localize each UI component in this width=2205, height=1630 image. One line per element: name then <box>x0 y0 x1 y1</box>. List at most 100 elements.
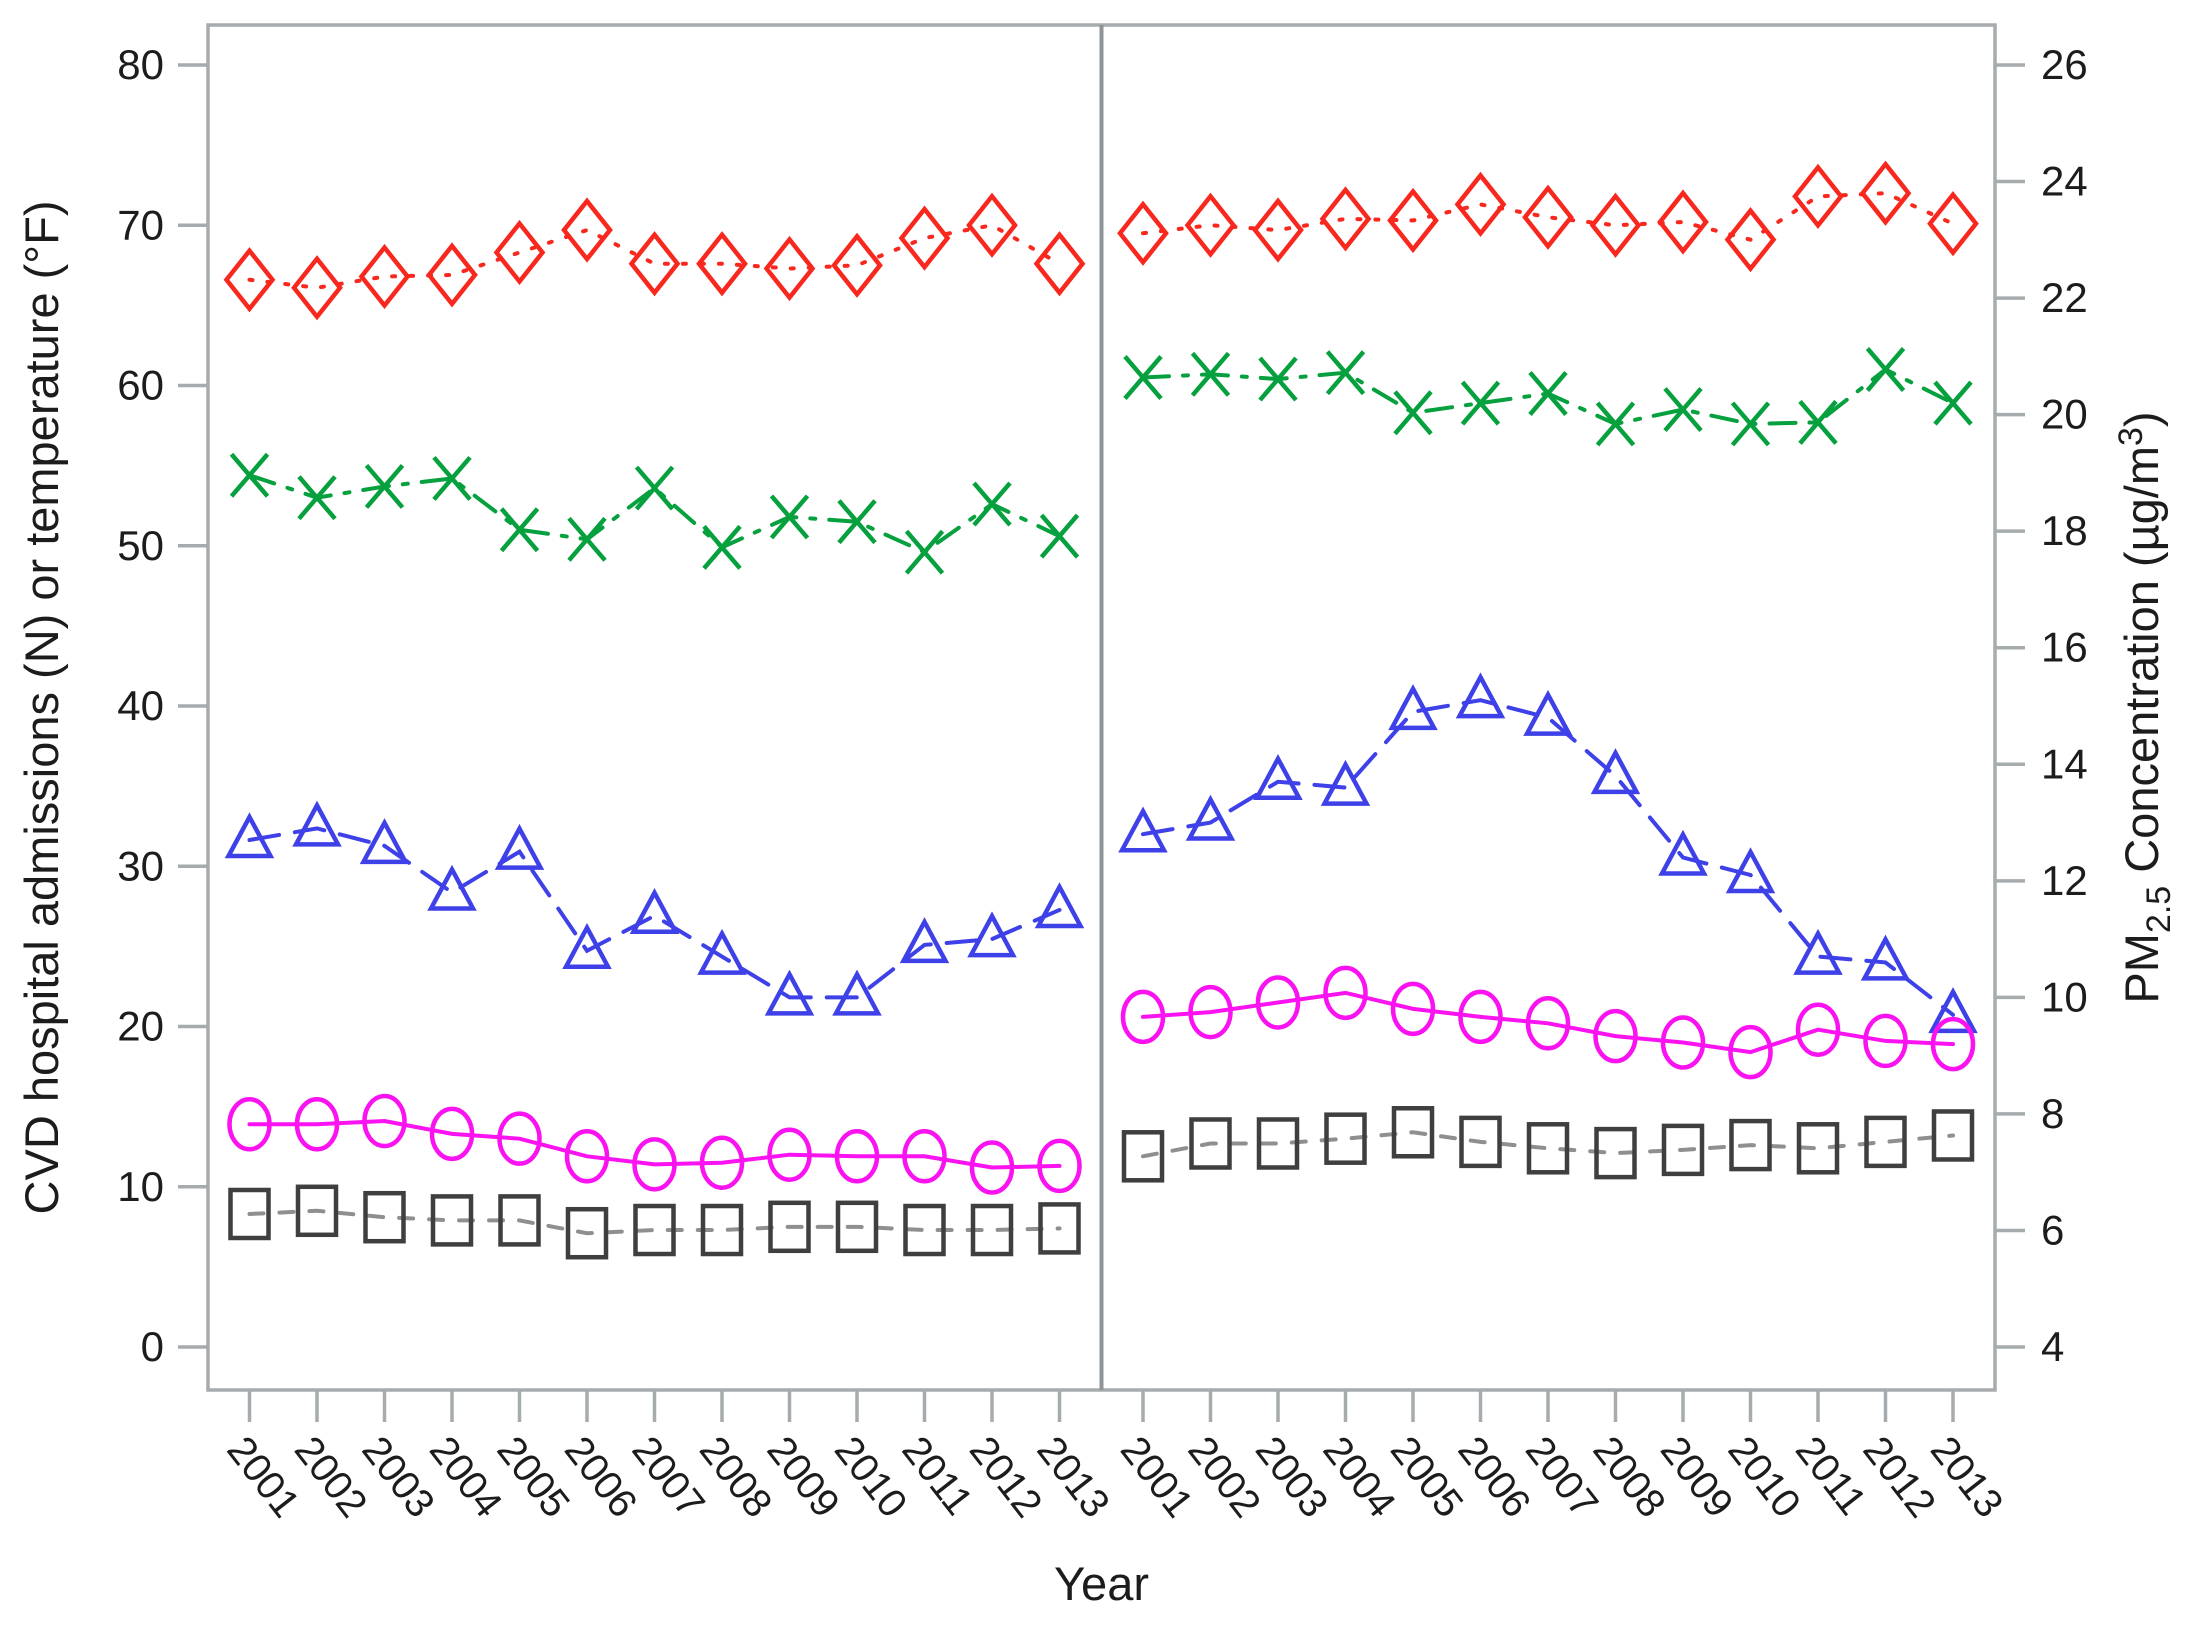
diamond-marker <box>1522 184 1574 250</box>
x-tick-label: 2011 <box>893 1428 981 1523</box>
square-marker <box>1796 1122 1840 1175</box>
y-right-tick-label: 24 <box>2041 158 2088 205</box>
diamond-marker <box>426 242 478 308</box>
x-tick-label: 2001 <box>1112 1428 1201 1525</box>
diamond-marker <box>291 255 343 321</box>
x-tick-label: 2002 <box>286 1428 375 1525</box>
y-left-axis-title: CVD hospital admissions (N) or temperatu… <box>15 201 68 1215</box>
triangle-marker <box>1793 928 1843 975</box>
series-line <box>247 826 1062 1000</box>
circle-marker <box>1728 1024 1773 1080</box>
circle-marker <box>969 1140 1015 1195</box>
diamond-marker <box>628 231 681 297</box>
y-left-tick-label: 60 <box>117 362 164 409</box>
circle-marker <box>1525 996 1571 1051</box>
square-marker <box>633 1203 676 1257</box>
triangle-marker <box>629 888 680 935</box>
x-tick-label: 2008 <box>1584 1428 1673 1525</box>
series-left-panel-gray-squares <box>228 1184 1081 1260</box>
xcross-marker <box>769 494 810 540</box>
diamond-marker <box>223 247 276 313</box>
x-tick-label: 2001 <box>218 1428 307 1525</box>
xcross-marker <box>1798 399 1838 445</box>
x-tick-label: 2005 <box>1382 1428 1471 1525</box>
triangle-marker <box>967 911 1017 958</box>
circle-marker <box>834 1129 880 1184</box>
x-tick-label: 2003 <box>353 1428 442 1525</box>
square-marker <box>1121 1130 1165 1183</box>
square-marker <box>903 1203 946 1257</box>
x-tick-label: 2003 <box>1247 1428 1336 1525</box>
square-marker <box>295 1184 339 1238</box>
triangle-marker <box>697 928 747 975</box>
series-left-panel-red-diamonds <box>223 192 1086 321</box>
series-right-panel-red-diamonds <box>1117 160 1979 273</box>
square-marker <box>700 1203 744 1257</box>
diamond-marker <box>1859 160 1912 226</box>
y-right-tick-label: 8 <box>2041 1090 2064 1137</box>
circle-marker <box>1323 965 1368 1021</box>
triangle-marker <box>224 812 275 859</box>
circle-marker <box>767 1127 812 1182</box>
series-line <box>247 1119 1062 1170</box>
x-tick-label: 2008 <box>691 1428 780 1525</box>
square-marker <box>1189 1117 1232 1170</box>
circle-marker <box>1795 1002 1841 1057</box>
y-right-axis-title: PM2.5 Concentration (µg/m3) <box>2112 411 2178 1003</box>
xcross-marker <box>1730 401 1771 447</box>
y-right-tick-label: 16 <box>2041 624 2088 671</box>
triangle-marker <box>1523 689 1573 736</box>
y-left-tick-label: 30 <box>117 842 164 889</box>
square-marker <box>1729 1118 1772 1172</box>
triangle-marker <box>427 864 477 911</box>
diamond-marker <box>696 231 748 297</box>
y-left-tick-label: 0 <box>141 1323 164 1370</box>
diamond-marker <box>1724 207 1777 273</box>
triangle-marker <box>1725 847 1776 894</box>
triangle-marker <box>1034 882 1085 929</box>
y-right-tick-label: 4 <box>2041 1323 2064 1370</box>
circle-marker <box>1458 989 1503 1045</box>
diamond-marker <box>1927 191 1979 257</box>
square-marker <box>1594 1126 1637 1180</box>
diamond-marker <box>1792 163 1844 230</box>
x-tick-label: 2007 <box>623 1428 712 1525</box>
xcross-marker <box>702 524 742 570</box>
triangle-marker <box>292 800 342 847</box>
circle-marker <box>1255 975 1301 1030</box>
x-tick-label: 2005 <box>488 1428 577 1525</box>
x-tick-label: 2002 <box>1179 1428 1268 1525</box>
xcross-marker <box>1528 371 1568 416</box>
diamond-marker <box>1657 189 1709 255</box>
diamond-marker <box>1033 231 1086 297</box>
x-tick-label: 2012 <box>1854 1428 1943 1525</box>
series-line <box>1141 698 1955 1017</box>
y-left-tick-label: 10 <box>117 1163 164 1210</box>
triangle-marker <box>1590 748 1641 795</box>
axis-titles: CVD hospital admissions (N) or temperatu… <box>15 201 2178 1610</box>
circle-marker <box>902 1129 947 1184</box>
diamond-marker <box>358 243 411 310</box>
xcross-marker <box>1460 380 1501 426</box>
x-tick-label: 2004 <box>421 1428 510 1525</box>
y-left-tick-label: 80 <box>117 41 164 88</box>
xcross-marker <box>972 481 1012 527</box>
x-tick-label: 2013 <box>1922 1428 2011 1525</box>
circle-marker <box>227 1097 272 1152</box>
y-left-tick-label: 40 <box>117 682 164 729</box>
circle-marker <box>632 1137 677 1192</box>
y-left-tick-label: 50 <box>117 522 164 569</box>
circle-marker <box>1863 1013 1908 1069</box>
xcross-marker <box>432 455 472 501</box>
y-right-tick-label: 6 <box>2041 1206 2064 1253</box>
circle-marker <box>564 1129 610 1184</box>
diamond-marker <box>831 232 883 298</box>
y-right-tick-label: 14 <box>2041 740 2088 787</box>
series-left-panel-blue-triangles <box>224 800 1085 1016</box>
triangle-marker <box>1455 672 1506 719</box>
xcross-marker <box>1933 380 1973 426</box>
square-marker <box>498 1194 541 1247</box>
series-right-panel-green-crosses <box>1123 347 1973 447</box>
